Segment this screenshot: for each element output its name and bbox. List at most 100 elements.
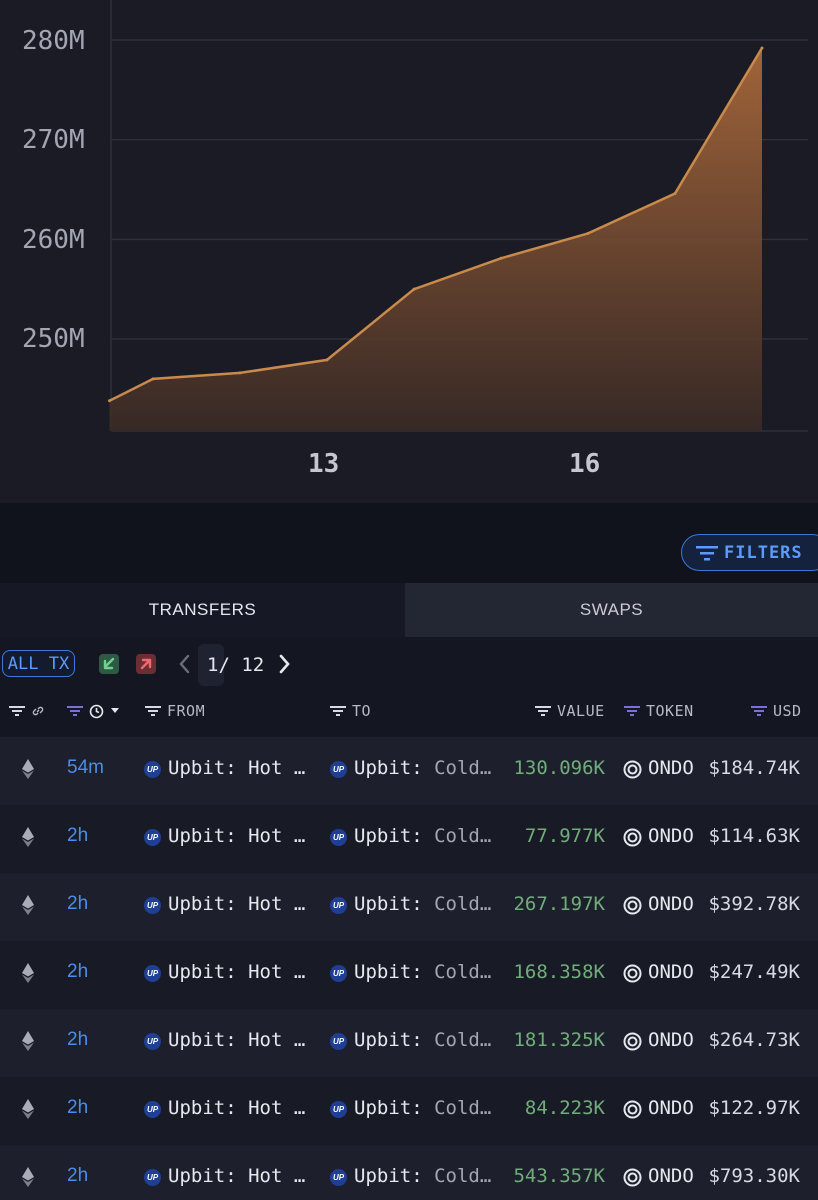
token-symbol[interactable]: ONDO [648,893,694,915]
to-header-label: TO [352,702,372,720]
filters-button[interactable]: FILTERS [681,534,818,571]
usd-value: $793.30K [708,1165,800,1187]
upbit-logo-icon: UP [330,1169,347,1186]
to-address[interactable]: Upbit: Cold… [354,893,492,915]
filter-icon [535,706,551,716]
usd-value: $392.78K [708,893,800,915]
ethereum-icon [22,827,34,847]
transfer-value: 267.197K [513,893,605,915]
current-page-box[interactable] [198,644,224,686]
token-symbol[interactable]: ONDO [648,757,694,779]
table-row[interactable]: 2h UP Upbit: Hot … UP Upbit: Cold… 543.3… [0,1145,818,1200]
balance-data-point [586,231,590,235]
ondo-token-icon [623,760,642,779]
filter-icon [67,706,83,716]
transfer-value: 130.096K [513,757,605,779]
upbit-logo-icon: UP [330,897,347,914]
from-header-label: FROM [167,702,206,720]
from-address[interactable]: Upbit: Hot … [168,1165,306,1187]
to-address[interactable]: Upbit: Cold… [354,1165,492,1187]
chain-column-header[interactable] [9,693,45,729]
ethereum-icon [22,1099,34,1119]
usd-value: $114.63K [708,825,800,847]
from-address[interactable]: Upbit: Hot … [168,1097,306,1119]
ondo-token-icon [623,964,642,983]
to-address[interactable]: Upbit: Cold… [354,757,492,779]
token-symbol[interactable]: ONDO [648,825,694,847]
all-tx-label: ALL TX [7,653,70,674]
from-column-header[interactable]: FROM [145,693,205,729]
time-link[interactable]: 2h [67,893,89,914]
ethereum-icon [22,963,34,983]
ondo-token-icon [623,828,642,847]
ondo-token-icon [623,896,642,915]
ethereum-icon [22,1167,34,1187]
to-address[interactable]: Upbit: Cold… [354,1097,492,1119]
upbit-logo-icon: UP [330,829,347,846]
time-link[interactable]: 2h [67,1165,89,1186]
chevron-right-icon[interactable] [275,652,293,676]
balance-data-point [325,358,329,362]
upbit-logo-icon: UP [144,1169,161,1186]
time-link[interactable]: 2h [67,825,89,846]
upbit-logo-icon: UP [144,965,161,982]
from-address[interactable]: Upbit: Hot … [168,825,306,847]
ondo-token-icon [623,1168,642,1187]
balance-data-point [108,399,111,403]
token-symbol[interactable]: ONDO [648,1029,694,1051]
filter-icon [330,706,346,716]
table-row[interactable]: 54m UP Upbit: Hot … UP Upbit: Cold… 130.… [0,737,818,805]
clock-icon [89,704,104,718]
from-address[interactable]: Upbit: Hot … [168,1029,306,1051]
filters-strip [0,503,818,583]
from-address[interactable]: Upbit: Hot … [168,757,306,779]
value-column-header[interactable]: VALUE [535,693,605,729]
table-row[interactable]: 2h UP Upbit: Hot … UP Upbit: Cold… 84.22… [0,1077,818,1145]
to-address[interactable]: Upbit: Cold… [354,1029,492,1051]
transfer-value: 168.358K [513,961,605,983]
usd-value: $184.74K [708,757,800,779]
y-tick-label: 250M [22,324,85,354]
tab-transfers[interactable]: TRANSFERS [0,583,405,637]
y-tick-label: 280M [22,26,85,56]
time-link[interactable]: 2h [67,1097,89,1118]
table-row[interactable]: 2h UP Upbit: Hot … UP Upbit: Cold… 267.1… [0,873,818,941]
chevron-left-icon[interactable] [176,652,194,676]
from-address[interactable]: Upbit: Hot … [168,893,306,915]
transfers-toolbar [0,637,818,693]
to-address[interactable]: Upbit: Cold… [354,825,492,847]
token-column-header[interactable]: TOKEN [624,693,694,729]
incoming-filter-icon[interactable] [99,654,119,674]
time-link[interactable]: 2h [67,961,89,982]
usd-value: $264.73K [708,1029,800,1051]
upbit-logo-icon: UP [330,1033,347,1050]
time-link[interactable]: 54m [67,757,104,778]
balance-data-point [499,256,503,260]
usd-column-header[interactable]: USD [751,693,802,729]
to-address[interactable]: Upbit: Cold… [354,961,492,983]
filter-icon [145,706,161,716]
table-row[interactable]: 2h UP Upbit: Hot … UP Upbit: Cold… 181.3… [0,1009,818,1077]
outgoing-filter-icon[interactable] [136,654,156,674]
filter-icon [9,706,25,716]
balance-data-point [412,287,416,291]
tab-label: TRANSFERS [148,600,257,619]
token-symbol[interactable]: ONDO [648,1165,694,1187]
tab-swaps[interactable]: SWAPS [405,583,818,637]
transfer-value: 84.223K [524,1097,605,1119]
ondo-token-icon [623,1100,642,1119]
time-column-header[interactable] [67,693,120,729]
time-link[interactable]: 2h [67,1029,89,1050]
table-row[interactable]: 2h UP Upbit: Hot … UP Upbit: Cold… 77.97… [0,805,818,873]
upbit-logo-icon: UP [330,1101,347,1118]
upbit-logo-icon: UP [144,1101,161,1118]
token-symbol[interactable]: ONDO [648,961,694,983]
y-tick-label: 270M [22,125,85,155]
to-column-header[interactable]: TO [330,693,371,729]
tab-bar: TRANSFERS SWAPS [0,583,818,637]
all-tx-button[interactable]: ALL TX [2,650,75,677]
from-address[interactable]: Upbit: Hot … [168,961,306,983]
token-header-label: TOKEN [646,702,694,720]
token-symbol[interactable]: ONDO [648,1097,694,1119]
table-row[interactable]: 2h UP Upbit: Hot … UP Upbit: Cold… 168.3… [0,941,818,1009]
